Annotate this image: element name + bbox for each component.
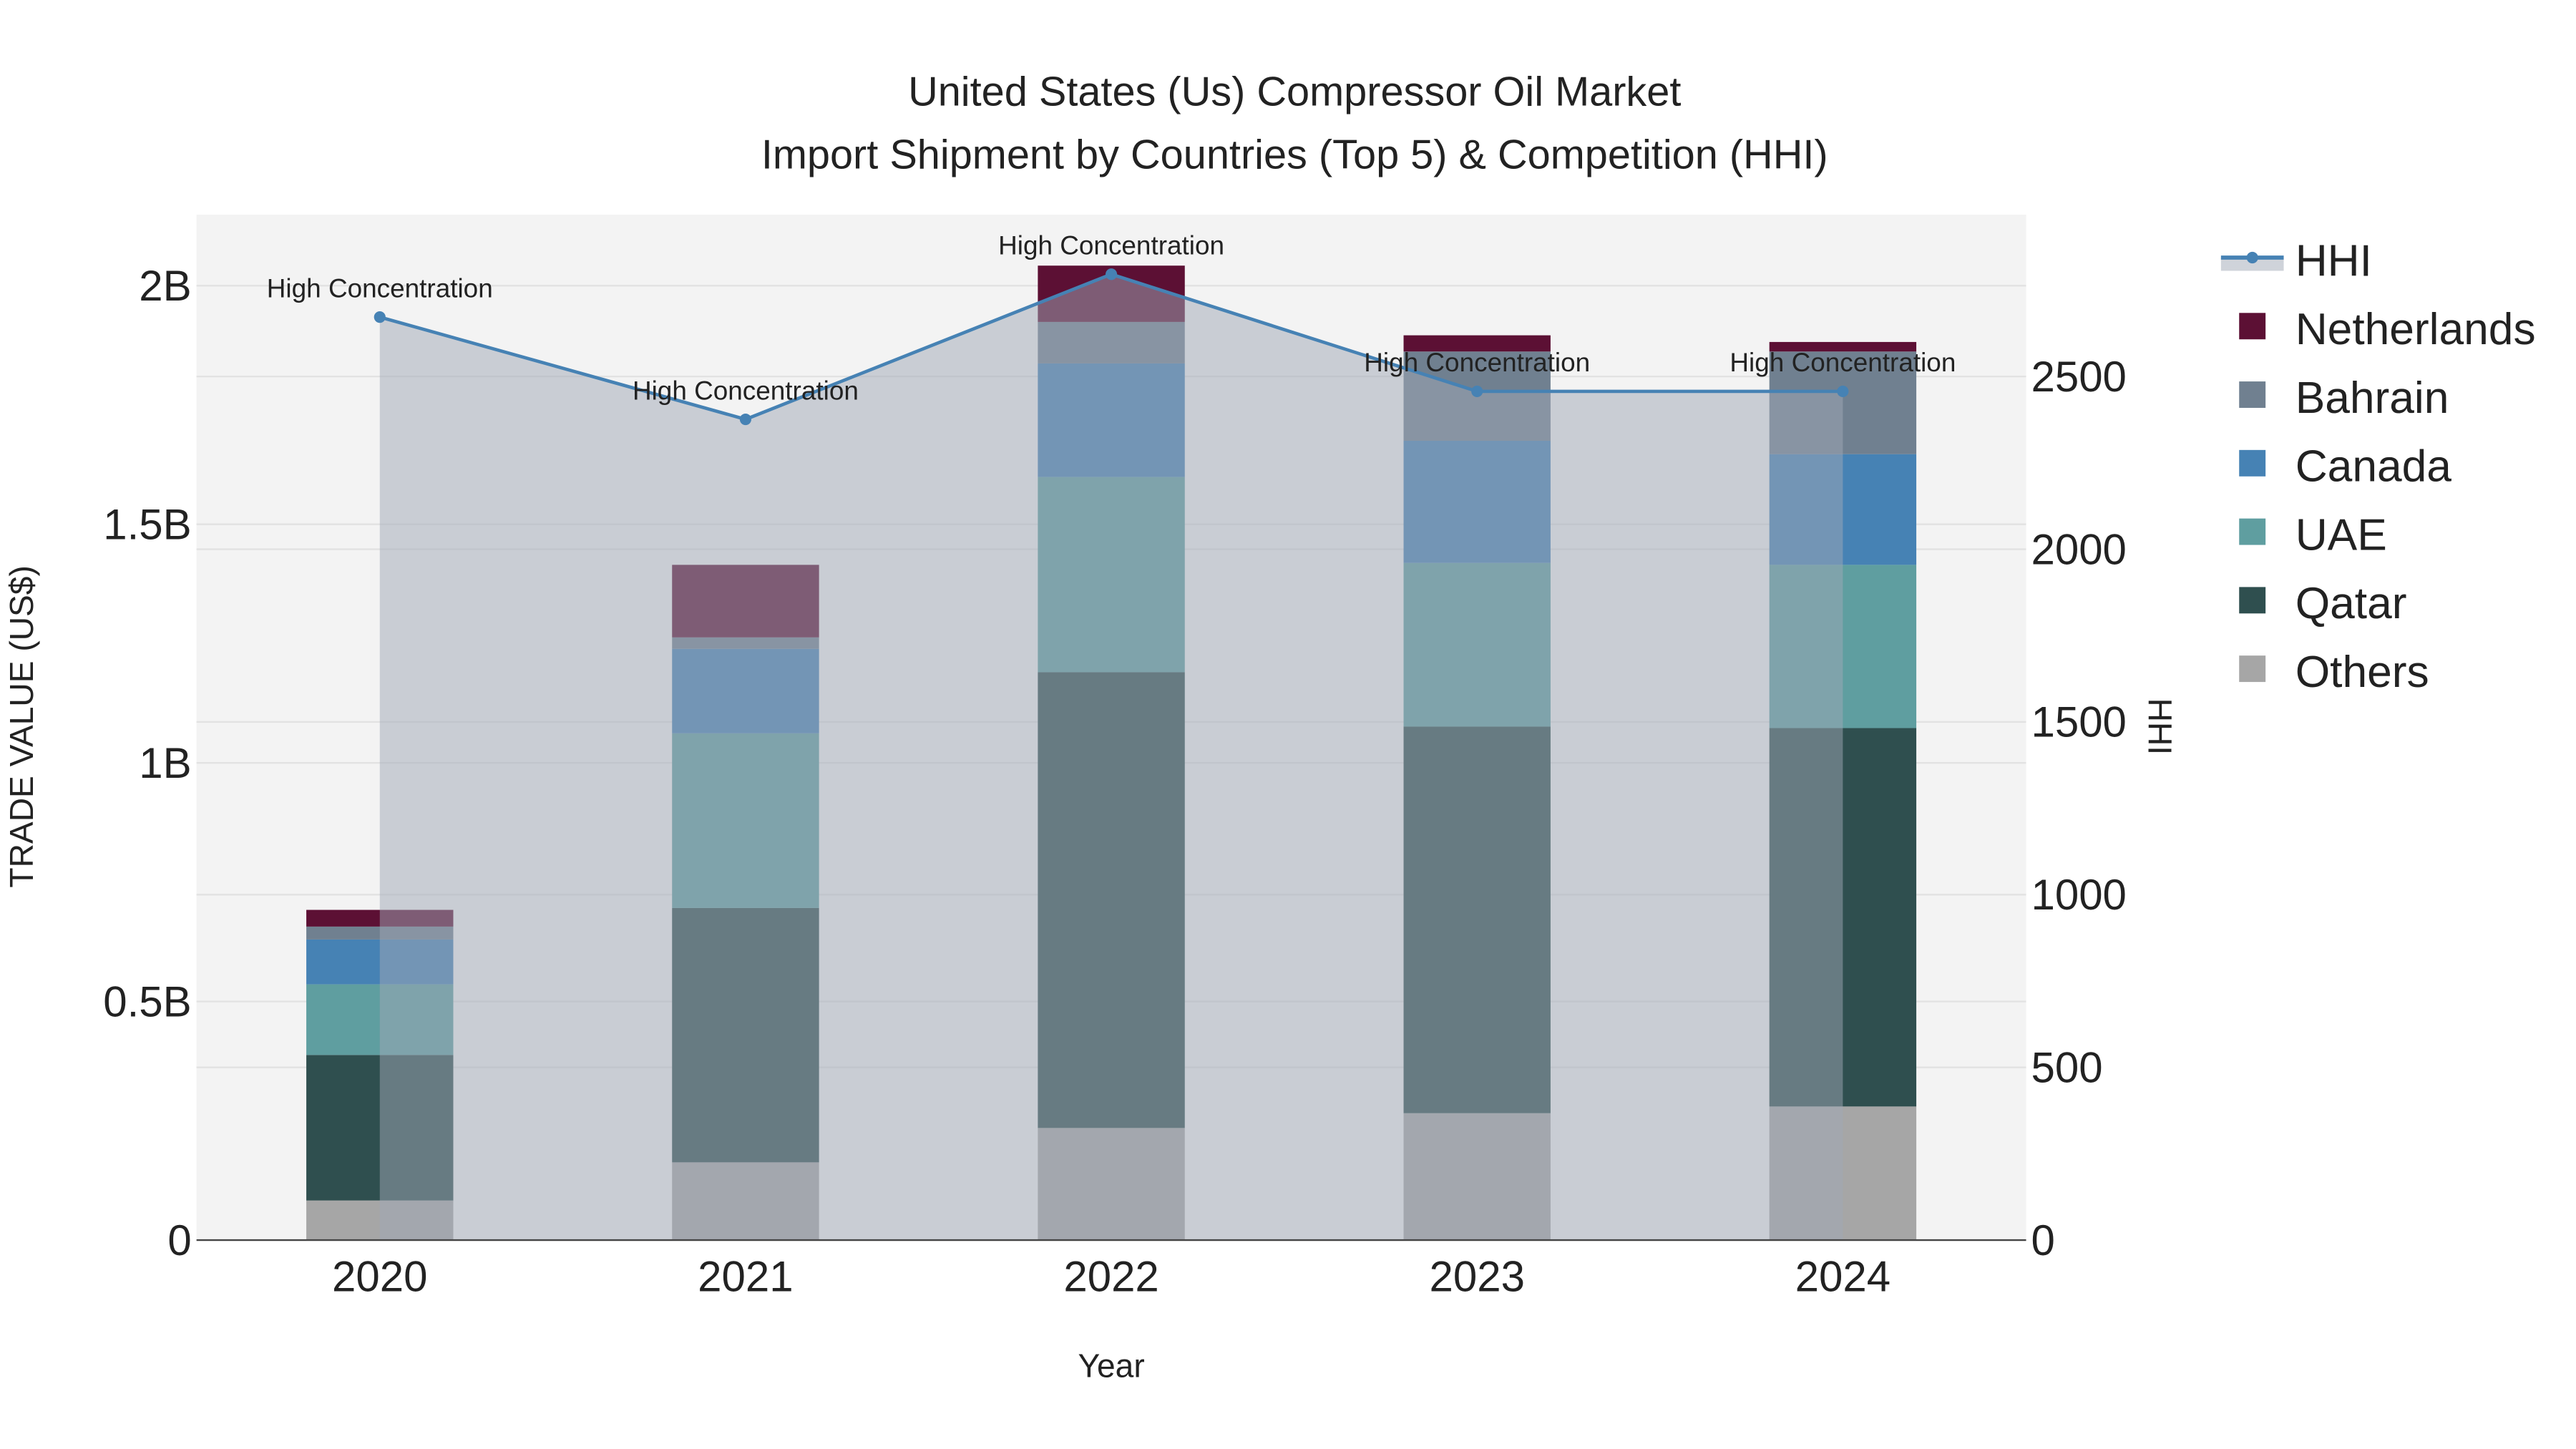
legend-label: HHI <box>2296 236 2372 286</box>
x-axis-label: Year <box>1078 1347 1144 1385</box>
legend-label: Qatar <box>2296 579 2407 628</box>
y-tick-label: 1.5B <box>103 500 191 548</box>
legend-swatch <box>2239 587 2266 614</box>
legend: HHI Netherlands Bahrain Canada UAE Qatar Other… <box>2220 236 2536 697</box>
y-tick-label: 0 <box>167 1216 191 1264</box>
x-tick-label: 2022 <box>1063 1253 1158 1301</box>
legend-item-uae[interactable]: UAE <box>2239 510 2387 560</box>
hhi-point-2021 <box>739 413 751 426</box>
x-tick-label: 2024 <box>1795 1253 1890 1301</box>
legend-item-qatar[interactable]: Qatar <box>2239 579 2407 628</box>
annotations: High Concentration High Concentration High… <box>267 231 1956 406</box>
annotation-2021: High Concentration <box>633 376 859 405</box>
hhi-point-2020 <box>374 311 386 323</box>
x-tick-label: 2021 <box>698 1253 793 1301</box>
legend-label: Others <box>2296 648 2429 697</box>
legend-item-hhi[interactable]: HHI <box>2220 236 2372 286</box>
y-tick-label: 1B <box>139 739 191 787</box>
legend-item-netherlands[interactable]: Netherlands <box>2239 305 2536 354</box>
legend-item-others[interactable]: Others <box>2239 648 2429 697</box>
hhi-point-2022 <box>1106 268 1118 280</box>
y-tick-label: 2B <box>139 262 191 310</box>
legend-item-bahrain[interactable]: Bahrain <box>2239 374 2449 423</box>
bar-netherlands-2024 <box>1769 341 1917 352</box>
hhi-point-2024 <box>1837 385 1849 397</box>
hhi-area <box>379 274 1843 1241</box>
y2-tick-label: 500 <box>2031 1043 2102 1091</box>
x-tick-label: 2020 <box>332 1253 427 1301</box>
annotation-2020: High Concentration <box>267 273 493 303</box>
y-tick-label: 0.5B <box>103 977 191 1025</box>
chart-title: United States (Us) Compressor Oil Market <box>908 69 1681 115</box>
y2-axis-ticks: 0 500 1000 1500 2000 2500 <box>2031 353 2126 1264</box>
y2-tick-label: 1500 <box>2031 698 2126 746</box>
y2-axis-label: HHI <box>2141 698 2178 755</box>
legend-label: UAE <box>2296 510 2387 560</box>
y2-tick-label: 2000 <box>2031 525 2126 573</box>
legend-area-swatch <box>2220 258 2284 271</box>
hhi-series <box>374 268 1849 1241</box>
legend-swatch <box>2239 313 2266 340</box>
legend-swatch <box>2239 655 2266 683</box>
annotation-2023: High Concentration <box>1364 348 1590 377</box>
legend-label: Canada <box>2296 442 2452 492</box>
annotation-2024: High Concentration <box>1729 348 1956 377</box>
legend-swatch <box>2239 381 2266 408</box>
x-tick-label: 2023 <box>1429 1253 1524 1301</box>
y2-tick-label: 0 <box>2031 1216 2054 1264</box>
legend-label: Netherlands <box>2296 305 2536 354</box>
y-axis-ticks: 0 0.5B 1B 1.5B 2B <box>103 262 191 1264</box>
hhi-point-2023 <box>1471 385 1483 397</box>
x-axis-ticks: 2020 2021 2022 2023 2024 <box>332 1253 1890 1301</box>
legend-label: Bahrain <box>2296 374 2449 423</box>
y2-tick-label: 1000 <box>2031 871 2126 919</box>
chart-subtitle: Import Shipment by Countries (Top 5) & C… <box>761 132 1828 177</box>
annotation-2022: High Concentration <box>998 231 1224 260</box>
bar-netherlands-2023 <box>1403 335 1551 352</box>
legend-marker <box>2246 251 2258 264</box>
y-axis-label: TRADE VALUE (US$) <box>3 565 40 887</box>
legend-swatch <box>2239 518 2266 545</box>
legend-swatch <box>2239 449 2266 477</box>
y2-tick-label: 2500 <box>2031 353 2126 401</box>
legend-item-canada[interactable]: Canada <box>2239 442 2451 492</box>
